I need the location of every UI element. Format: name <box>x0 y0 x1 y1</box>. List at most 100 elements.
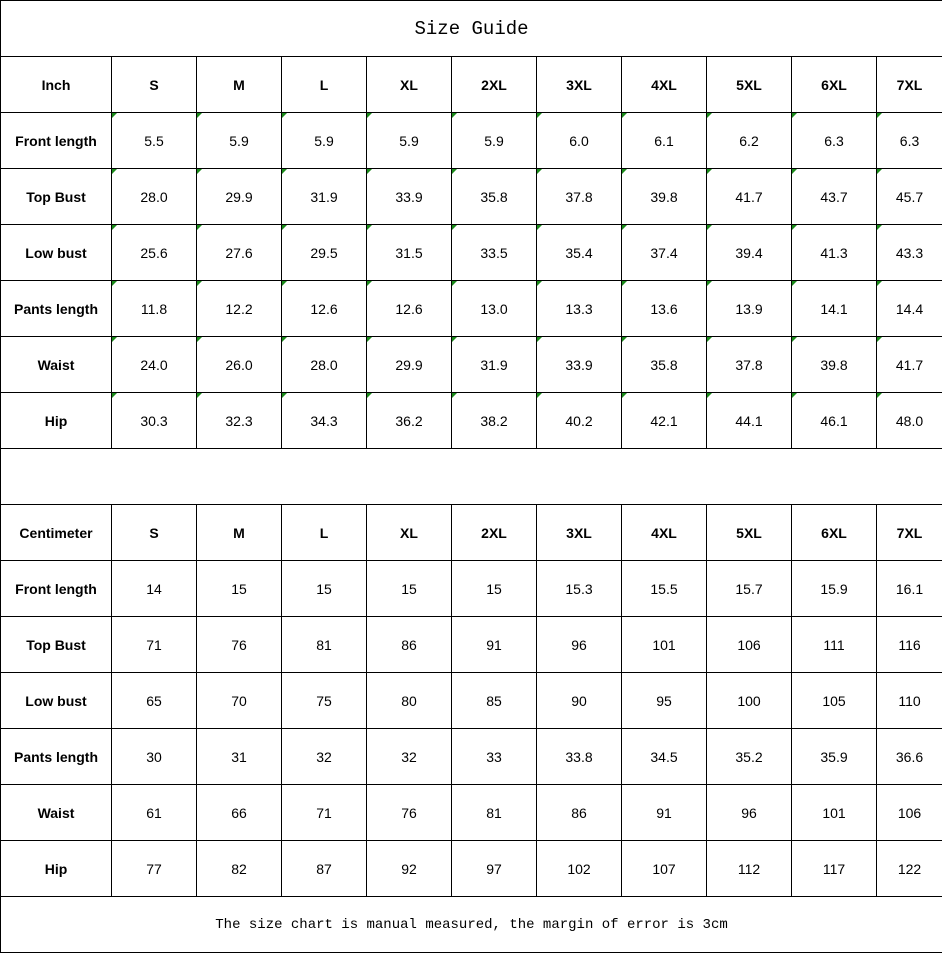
measurement-value: 5.9 <box>196 112 282 169</box>
measurement-value: 95 <box>621 672 707 729</box>
measurement-value: 37.8 <box>536 168 622 225</box>
measurement-value: 31 <box>196 728 282 785</box>
centimeter-unit-label: Centimeter <box>0 504 112 561</box>
measurement-label: Front length <box>0 560 112 617</box>
table-row: Top Bust 71 76 81 86 91 96 101 106 111 116 <box>0 616 942 673</box>
size-header-S: S <box>111 504 197 561</box>
measurement-value: 96 <box>706 784 792 841</box>
measurement-value: 71 <box>111 616 197 673</box>
measurement-value: 5.9 <box>366 112 452 169</box>
measurement-value: 112 <box>706 840 792 897</box>
table-row: Pants length 30 31 32 32 33 33.8 34.5 35.2 35.9 36… <box>0 728 942 785</box>
inch-header-row: Inch S M L XL 2XL 3XL 4XL 5XL 6XL 7XL <box>0 56 942 113</box>
measurement-value: 39.8 <box>791 336 877 393</box>
measurement-value: 100 <box>706 672 792 729</box>
measurement-value: 5.5 <box>111 112 197 169</box>
measurement-label: Pants length <box>0 728 112 785</box>
measurement-value: 97 <box>451 840 537 897</box>
measurement-value: 29.9 <box>196 168 282 225</box>
centimeter-header-row: Centimeter S M L XL 2XL 3XL 4XL 5XL 6XL 7XL <box>0 504 942 561</box>
measurement-value: 31.5 <box>366 224 452 281</box>
measurement-value: 41.7 <box>875 336 942 393</box>
measurement-value: 14 <box>111 560 197 617</box>
measurement-label: Low bust <box>0 224 112 281</box>
size-header-2XL: 2XL <box>451 504 537 561</box>
measurement-value: 35.8 <box>621 336 707 393</box>
measurement-value: 35.2 <box>706 728 792 785</box>
measurement-value: 111 <box>791 616 877 673</box>
inch-unit-label: Inch <box>0 56 112 113</box>
measurement-value: 36.6 <box>875 728 942 785</box>
size-header-7XL: 7XL <box>875 56 942 113</box>
measurement-value: 75 <box>281 672 367 729</box>
measurement-value: 45.7 <box>875 168 942 225</box>
measurement-value: 44.1 <box>706 392 792 449</box>
measurement-value: 101 <box>791 784 877 841</box>
measurement-value: 85 <box>451 672 537 729</box>
size-header-4XL: 4XL <box>621 56 707 113</box>
measurement-value: 33.9 <box>366 168 452 225</box>
measurement-value: 43.3 <box>875 224 942 281</box>
measurement-value: 106 <box>875 784 942 841</box>
table-row: Pants length 11.8 12.2 12.6 12.6 13.0 13.3 13.6… <box>0 280 942 337</box>
measurement-value: 90 <box>536 672 622 729</box>
measurement-value: 32.3 <box>196 392 282 449</box>
measurement-value: 11.8 <box>111 280 197 337</box>
measurement-value: 24.0 <box>111 336 197 393</box>
measurement-value: 15.9 <box>791 560 877 617</box>
measurement-value: 6.2 <box>706 112 792 169</box>
measurement-value: 33.8 <box>536 728 622 785</box>
measurement-value: 86 <box>366 616 452 673</box>
measurement-value: 96 <box>536 616 622 673</box>
measurement-value: 34.3 <box>281 392 367 449</box>
table-row: Waist 61 66 71 76 81 86 91 96 101 106 <box>0 784 942 841</box>
title-row: Size Guide <box>0 0 942 57</box>
size-header-6XL: 6XL <box>791 504 877 561</box>
measurement-value: 15 <box>451 560 537 617</box>
measurement-value: 15 <box>196 560 282 617</box>
size-header-4XL: 4XL <box>621 504 707 561</box>
measurement-value: 31.9 <box>451 336 537 393</box>
measurement-value: 106 <box>706 616 792 673</box>
measurement-value: 116 <box>875 616 942 673</box>
measurement-value: 46.1 <box>791 392 877 449</box>
footnote: The size chart is manual measured, the m… <box>0 896 942 953</box>
measurement-value: 76 <box>196 616 282 673</box>
size-header-S: S <box>111 56 197 113</box>
measurement-label: Hip <box>0 392 112 449</box>
measurement-value: 30 <box>111 728 197 785</box>
measurement-label: Top Bust <box>0 616 112 673</box>
measurement-value: 37.4 <box>621 224 707 281</box>
measurement-value: 33 <box>451 728 537 785</box>
measurement-value: 32 <box>366 728 452 785</box>
measurement-value: 35.9 <box>791 728 877 785</box>
measurement-value: 76 <box>366 784 452 841</box>
size-header-XL: XL <box>366 56 452 113</box>
measurement-value: 33.9 <box>536 336 622 393</box>
measurement-value: 41.7 <box>706 168 792 225</box>
size-header-M: M <box>196 56 282 113</box>
measurement-value: 70 <box>196 672 282 729</box>
measurement-value: 6.3 <box>875 112 942 169</box>
measurement-value: 28.0 <box>111 168 197 225</box>
measurement-value: 27.6 <box>196 224 282 281</box>
measurement-value: 25.6 <box>111 224 197 281</box>
measurement-label: Hip <box>0 840 112 897</box>
measurement-value: 35.4 <box>536 224 622 281</box>
table-row: Hip 30.3 32.3 34.3 36.2 38.2 40.2 42.1 44.1 46.1 4… <box>0 392 942 449</box>
measurement-value: 12.6 <box>281 280 367 337</box>
measurement-value: 92 <box>366 840 452 897</box>
measurement-value: 81 <box>451 784 537 841</box>
measurement-value: 6.3 <box>791 112 877 169</box>
table-row: Top Bust 28.0 29.9 31.9 33.9 35.8 37.8 39.8 41.7… <box>0 168 942 225</box>
measurement-value: 13.0 <box>451 280 537 337</box>
measurement-value: 6.1 <box>621 112 707 169</box>
measurement-value: 82 <box>196 840 282 897</box>
measurement-label: Low bust <box>0 672 112 729</box>
measurement-value: 16.1 <box>875 560 942 617</box>
measurement-value: 14.4 <box>875 280 942 337</box>
measurement-value: 28.0 <box>281 336 367 393</box>
measurement-value: 48.0 <box>875 392 942 449</box>
measurement-value: 38.2 <box>451 392 537 449</box>
